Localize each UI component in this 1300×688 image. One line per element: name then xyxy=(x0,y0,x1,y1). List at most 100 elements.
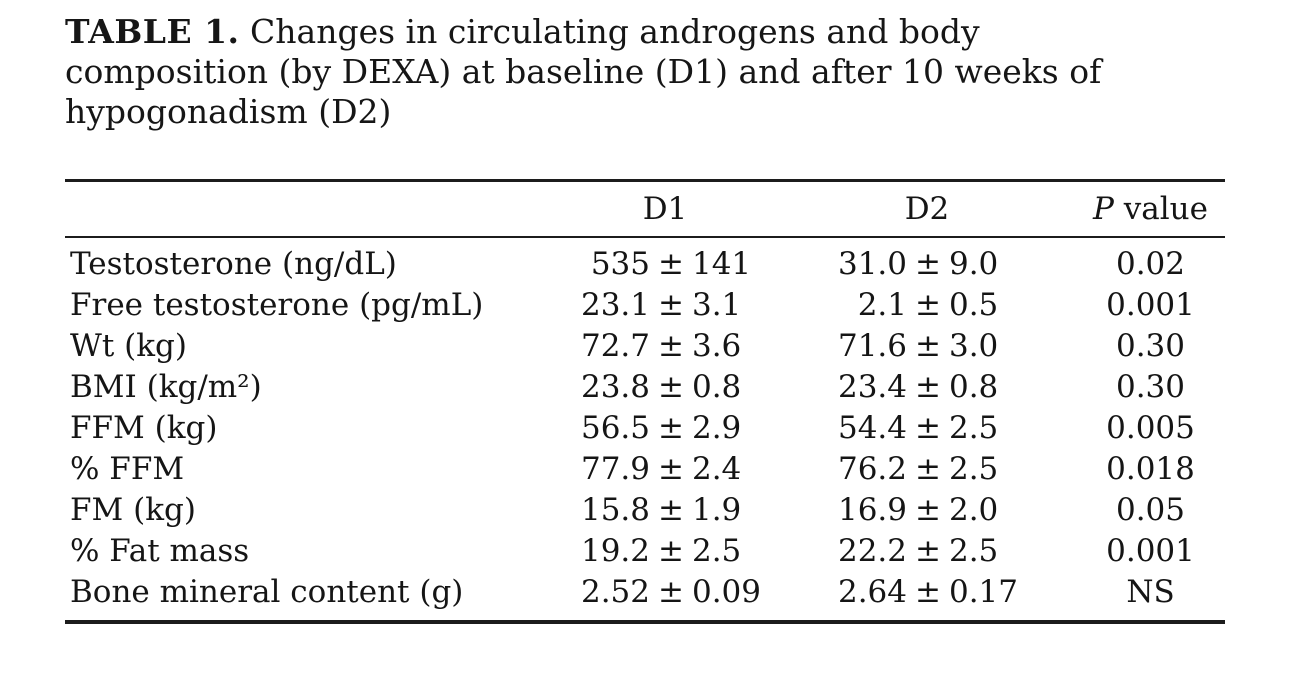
d2-sd: 9.0 xyxy=(948,245,999,282)
d1-sd: 3.6 xyxy=(691,327,742,364)
plus-minus-sign: ± xyxy=(915,286,941,323)
d2-mean: 22.2 xyxy=(837,532,907,569)
d2-mean: 54.4 xyxy=(837,409,907,446)
table-header-row: D1 D2 P value xyxy=(65,182,1225,236)
d2-sd: 0.17 xyxy=(948,573,1019,610)
d1-mean: 77.9 xyxy=(580,450,650,487)
d2-mean: 16.9 xyxy=(837,491,907,528)
plus-minus-sign: ± xyxy=(658,450,684,487)
p-value-cell: 0.30 xyxy=(1115,368,1186,405)
d1-cell: 2.52 ±0.09 xyxy=(540,574,790,610)
d2-sd: 2.0 xyxy=(948,491,999,528)
header-p-value: P value xyxy=(1040,191,1225,227)
d2-mean: 23.4 xyxy=(837,368,907,405)
plus-minus-sign: ± xyxy=(658,327,684,364)
p-value-cell: 0.001 xyxy=(1106,286,1195,323)
d2-cell: 22.2 ±2.5 xyxy=(790,533,1040,569)
row-label: Bone mineral content (g) xyxy=(70,573,464,610)
d1-cell: 15.8 ±1.9 xyxy=(540,492,790,528)
row-label: Testosterone (ng/dL) xyxy=(70,245,397,282)
d1-sd: 0.8 xyxy=(691,368,742,405)
d2-sd: 2.5 xyxy=(948,532,999,569)
plus-minus-sign: ± xyxy=(658,532,684,569)
d2-cell: 16.9 ±2.0 xyxy=(790,492,1040,528)
table-row-free-testosterone: Free testosterone (pg/mL) 23.1 ±3.1 2.1 ±0… xyxy=(65,284,1225,325)
d1-cell: 56.5 ±2.9 xyxy=(540,410,790,446)
d2-sd: 2.5 xyxy=(948,450,999,487)
d1-mean: 19.2 xyxy=(580,532,650,569)
d1-mean: 23.8 xyxy=(580,368,650,405)
d2-cell: 2.64 ±0.17 xyxy=(790,574,1040,610)
d2-cell: 31.0 ±9.0 xyxy=(790,246,1040,282)
d2-cell: 71.6 ±3.0 xyxy=(790,328,1040,364)
table-row-bmi: BMI (kg/m²) 23.8 ±0.8 23.4 ±0.8 0.30 xyxy=(65,366,1225,407)
plus-minus-sign: ± xyxy=(915,450,941,487)
table-header-rule xyxy=(65,235,1225,238)
d1-mean: 2.52 xyxy=(580,573,650,610)
header-d2: D2 xyxy=(904,190,950,227)
table-body: Testosterone (ng/dL) 535 ±141 31.0 ±9.0 0.… xyxy=(65,238,1225,620)
d2-mean: 31.0 xyxy=(837,245,907,282)
d1-sd: 3.1 xyxy=(691,286,742,323)
plus-minus-sign: ± xyxy=(915,245,941,282)
d1-sd: 2.9 xyxy=(691,409,742,446)
plus-minus-sign: ± xyxy=(915,409,941,446)
d1-cell: 19.2 ±2.5 xyxy=(540,533,790,569)
table-caption: TABLE 1. Changes in circulating androgen… xyxy=(65,12,1235,132)
plus-minus-sign: ± xyxy=(915,532,941,569)
table-top-rule xyxy=(65,179,1225,182)
plus-minus-sign: ± xyxy=(915,573,941,610)
d1-sd: 1.9 xyxy=(691,491,742,528)
d1-mean: 15.8 xyxy=(580,491,650,528)
table-row-fm: FM (kg) 15.8 ±1.9 16.9 ±2.0 0.05 xyxy=(65,489,1225,530)
data-table: D1 D2 P value Testosterone (ng/dL) 535 ±1… xyxy=(65,179,1225,624)
d1-cell: 23.8 ±0.8 xyxy=(540,369,790,405)
row-label: % Fat mass xyxy=(70,532,250,569)
plus-minus-sign: ± xyxy=(915,491,941,528)
row-label: Free testosterone (pg/mL) xyxy=(70,286,484,323)
d2-mean: 2.1 xyxy=(857,286,907,323)
p-value-cell: 0.30 xyxy=(1115,327,1186,364)
d1-mean: 56.5 xyxy=(580,409,650,446)
d1-mean: 23.1 xyxy=(580,286,650,323)
p-value-cell: 0.02 xyxy=(1115,245,1186,282)
d1-sd: 2.4 xyxy=(691,450,742,487)
d2-sd: 2.5 xyxy=(948,409,999,446)
d2-mean: 71.6 xyxy=(837,327,907,364)
p-value-cell: 0.005 xyxy=(1106,409,1195,446)
row-label: BMI (kg/m²) xyxy=(70,368,262,405)
table-bottom-rule xyxy=(65,620,1225,624)
plus-minus-sign: ± xyxy=(658,409,684,446)
d2-mean: 2.64 xyxy=(837,573,907,610)
d1-cell: 23.1 ±3.1 xyxy=(540,287,790,323)
table-row-ffm: FFM (kg) 56.5 ±2.9 54.4 ±2.5 0.005 xyxy=(65,407,1225,448)
row-label: % FFM xyxy=(70,450,185,487)
table-caption-line2: composition (by DEXA) at baseline (D1) a… xyxy=(65,52,1102,91)
d2-cell: 54.4 ±2.5 xyxy=(790,410,1040,446)
header-p-rest: value xyxy=(1113,190,1208,227)
row-label: FFM (kg) xyxy=(70,409,218,446)
d2-cell: 76.2 ±2.5 xyxy=(790,451,1040,487)
plus-minus-sign: ± xyxy=(658,368,684,405)
d2-sd: 0.8 xyxy=(948,368,999,405)
header-d1: D1 xyxy=(642,190,688,227)
p-value-cell: 0.05 xyxy=(1115,491,1186,528)
row-label: Wt (kg) xyxy=(70,327,187,364)
plus-minus-sign: ± xyxy=(658,491,684,528)
table-row-weight: Wt (kg) 72.7 ±3.6 71.6 ±3.0 0.30 xyxy=(65,325,1225,366)
d1-mean: 535 xyxy=(590,245,650,282)
d1-sd: 2.5 xyxy=(691,532,742,569)
d1-cell: 72.7 ±3.6 xyxy=(540,328,790,364)
d1-mean: 72.7 xyxy=(580,327,650,364)
row-label: FM (kg) xyxy=(70,491,196,528)
d1-cell: 77.9 ±2.4 xyxy=(540,451,790,487)
plus-minus-sign: ± xyxy=(915,368,941,405)
p-value-cell: NS xyxy=(1126,573,1175,610)
table-row-pct-ffm: % FFM 77.9 ±2.4 76.2 ±2.5 0.018 xyxy=(65,448,1225,489)
d2-mean: 76.2 xyxy=(837,450,907,487)
d2-sd: 0.5 xyxy=(948,286,999,323)
plus-minus-sign: ± xyxy=(658,245,684,282)
d1-sd: 0.09 xyxy=(691,573,762,610)
table-row-bone-mineral-content: Bone mineral content (g) 2.52 ±0.09 2.64 ±… xyxy=(65,571,1225,612)
plus-minus-sign: ± xyxy=(915,327,941,364)
